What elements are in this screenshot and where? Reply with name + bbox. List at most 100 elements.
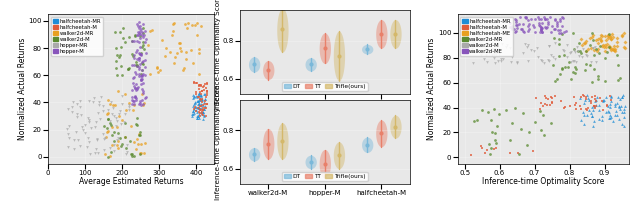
- Point: [200, 92, 210, 95]
- Point: [609, 48, 620, 51]
- Point: [579, 95, 589, 98]
- Point: [513, 153, 524, 156]
- Point: [116, 122, 126, 126]
- Point: [72, 112, 83, 115]
- Point: [543, 58, 553, 62]
- Point: [127, 40, 138, 43]
- Point: [575, 105, 585, 108]
- Point: [116, 142, 127, 145]
- Point: [191, 81, 202, 84]
- Point: [612, 36, 622, 39]
- Point: [134, 151, 145, 154]
- Point: [113, 132, 123, 135]
- Point: [606, 115, 616, 118]
- Point: [511, 24, 521, 27]
- Point: [196, 89, 207, 93]
- Point: [189, 81, 200, 85]
- Point: [180, 22, 190, 25]
- Point: [617, 34, 627, 37]
- Point: [132, 33, 143, 36]
- Point: [96, 96, 106, 99]
- Point: [566, 51, 576, 54]
- Point: [115, 65, 125, 68]
- Point: [529, 50, 540, 53]
- Point: [533, 15, 543, 18]
- X-axis label: Inference-time Optimality Score: Inference-time Optimality Score: [482, 177, 605, 186]
- Point: [129, 100, 139, 103]
- Point: [136, 73, 147, 77]
- Point: [109, 131, 119, 134]
- Point: [136, 62, 147, 65]
- Point: [130, 96, 140, 99]
- Point: [614, 104, 624, 107]
- Point: [194, 84, 204, 87]
- Point: [188, 95, 198, 98]
- Point: [593, 75, 604, 78]
- X-axis label: Average Estimated Returns: Average Estimated Returns: [79, 177, 184, 186]
- Point: [202, 114, 212, 117]
- Point: [537, 31, 547, 34]
- Point: [200, 102, 210, 105]
- Point: [524, 131, 534, 134]
- Point: [578, 48, 588, 51]
- Point: [493, 59, 503, 62]
- Point: [197, 101, 207, 104]
- Point: [523, 30, 533, 33]
- Point: [192, 22, 202, 25]
- Point: [580, 39, 591, 42]
- Point: [132, 85, 143, 88]
- Point: [513, 151, 523, 155]
- Point: [140, 37, 150, 40]
- Point: [137, 78, 147, 81]
- Point: [611, 109, 621, 113]
- Point: [598, 98, 609, 101]
- Point: [138, 82, 148, 85]
- Point: [480, 44, 490, 47]
- Point: [604, 44, 614, 47]
- Point: [143, 43, 154, 46]
- Point: [183, 21, 193, 24]
- Point: [118, 26, 128, 29]
- Point: [84, 152, 95, 156]
- Point: [490, 61, 500, 64]
- Point: [192, 110, 202, 113]
- Point: [109, 31, 120, 34]
- Point: [124, 67, 134, 71]
- Point: [192, 96, 202, 99]
- Point: [607, 32, 618, 36]
- Point: [517, 27, 527, 31]
- Point: [534, 108, 545, 111]
- Point: [602, 42, 612, 46]
- Point: [589, 95, 600, 98]
- Point: [124, 36, 134, 39]
- Point: [541, 97, 551, 100]
- Point: [198, 107, 209, 110]
- Point: [115, 31, 125, 34]
- Point: [554, 38, 564, 41]
- Point: [72, 103, 82, 106]
- Point: [134, 31, 145, 34]
- Point: [589, 106, 600, 109]
- Point: [138, 43, 148, 47]
- Point: [132, 30, 143, 33]
- Point: [584, 98, 595, 101]
- Point: [609, 45, 620, 48]
- Point: [604, 117, 614, 120]
- Point: [101, 135, 111, 139]
- Point: [583, 96, 593, 100]
- Point: [125, 140, 135, 143]
- Point: [583, 106, 593, 109]
- Point: [134, 26, 144, 30]
- Point: [593, 109, 604, 112]
- Point: [605, 113, 615, 116]
- Point: [614, 118, 625, 121]
- Point: [132, 138, 143, 141]
- Point: [595, 118, 605, 121]
- Point: [174, 42, 184, 45]
- Point: [102, 108, 113, 112]
- Point: [477, 109, 487, 112]
- Point: [571, 101, 581, 104]
- Point: [579, 114, 589, 117]
- Point: [580, 98, 591, 101]
- Point: [588, 67, 598, 71]
